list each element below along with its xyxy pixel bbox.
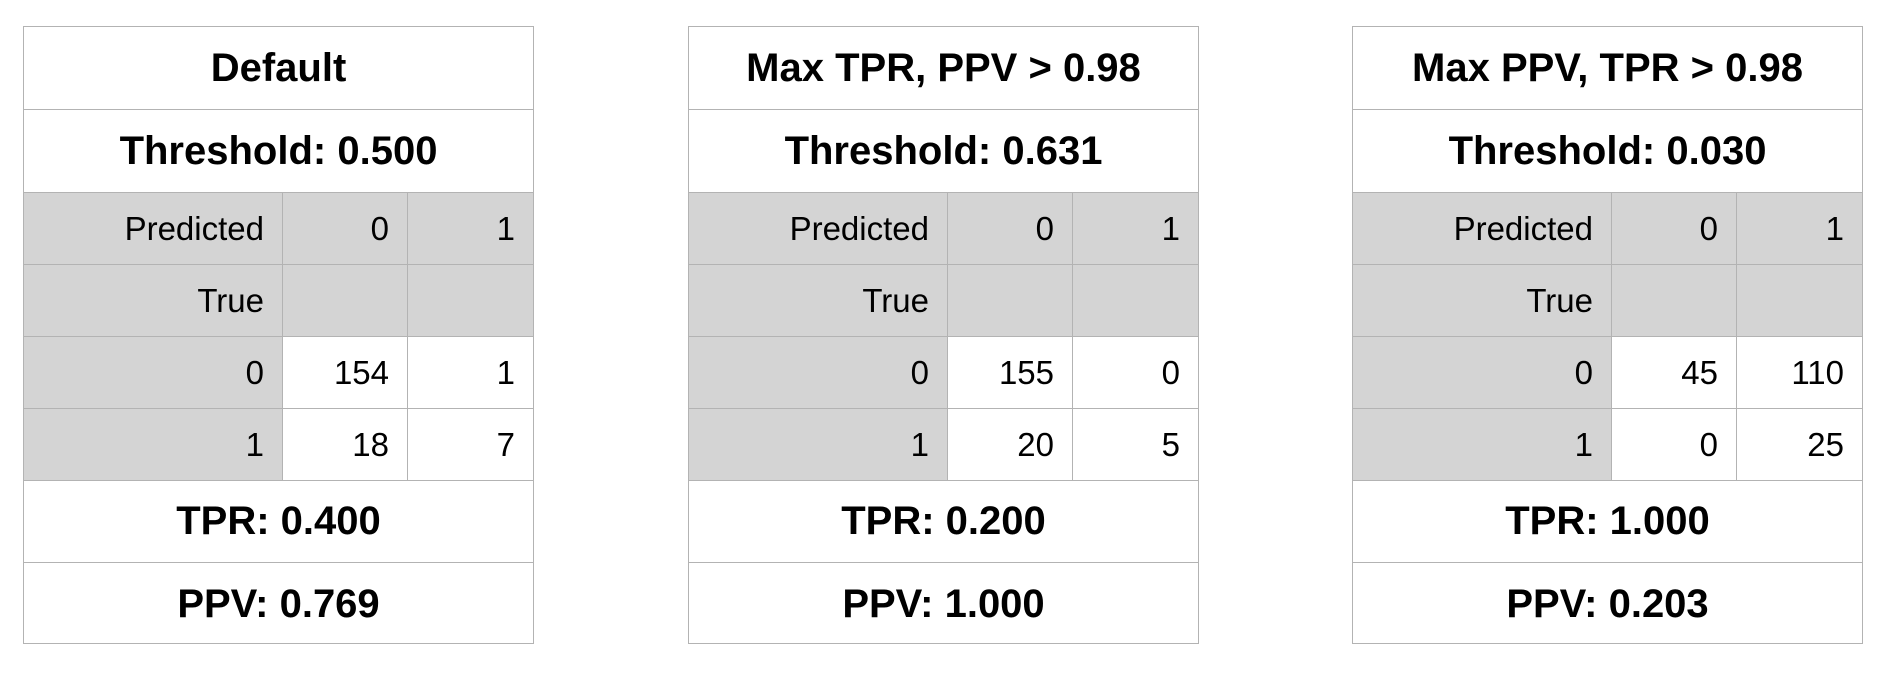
empty-cell [1737,265,1862,336]
predicted-col-0: 0 [283,193,408,264]
true-header-row: True [24,265,533,337]
true-row-label: 1 [24,409,283,480]
table-row: 1 0 25 [1353,409,1862,481]
confusion-matrix-panel-max-tpr: Max TPR, PPV > 0.98 Threshold: 0.631 Pre… [688,26,1199,644]
true-axis-label: True [24,265,283,336]
count-cell: 25 [1737,409,1862,480]
confusion-matrix-panel-max-ppv: Max PPV, TPR > 0.98 Threshold: 0.030 Pre… [1352,26,1863,644]
panel-title: Max PPV, TPR > 0.98 [1353,27,1862,110]
count-cell: 45 [1612,337,1737,408]
true-axis-label: True [689,265,948,336]
true-row-label: 0 [24,337,283,408]
count-cell: 154 [283,337,408,408]
predicted-header-row: Predicted 0 1 [689,193,1198,265]
ppv-label: PPV: 0.203 [1506,582,1709,626]
ppv-label: PPV: 1.000 [842,582,1045,626]
true-row-label: 0 [1353,337,1612,408]
table-row: 1 18 7 [24,409,533,481]
table-row: 1 20 5 [689,409,1198,481]
predicted-axis-label: Predicted [24,193,283,264]
true-header-row: True [1353,265,1862,337]
true-axis-label: True [1353,265,1612,336]
count-cell: 5 [1073,409,1198,480]
predicted-col-1: 1 [496,209,515,247]
threshold-label: Threshold: 0.030 [1353,110,1862,193]
empty-cell [1612,265,1737,336]
tpr-label: TPR: 0.200 [689,480,1198,563]
predicted-col-0: 0 [948,193,1073,264]
count-cell: 20 [948,409,1073,480]
count-cell: 0 [1612,409,1737,480]
table-row: 0 155 0 [689,337,1198,409]
predicted-header-row: Predicted 0 1 [1353,193,1862,265]
tpr-label: TPR: 0.400 [24,480,533,563]
predicted-axis-label: Predicted [1353,193,1612,264]
empty-cell [1073,265,1198,336]
predicted-col-0: 0 [1612,193,1737,264]
panel-title: Default [24,27,533,110]
count-cell: 1 [408,337,533,408]
table-row: 0 154 1 [24,337,533,409]
predicted-col-1: 1 [1825,209,1844,247]
empty-cell [283,265,408,336]
predicted-col-1: 1 [1161,209,1180,247]
true-row-label: 1 [1353,409,1612,480]
count-cell: 0 [1073,337,1198,408]
predicted-axis-label: Predicted [689,193,948,264]
true-header-row: True [689,265,1198,337]
threshold-label: Threshold: 0.500 [24,110,533,193]
tpr-label: TPR: 1.000 [1353,480,1862,563]
true-row-label: 0 [689,337,948,408]
confusion-matrix-panel-default: Default Threshold: 0.500 Predicted 0 1 T… [23,26,534,644]
empty-cell [408,265,533,336]
empty-cell [948,265,1073,336]
count-cell: 110 [1737,337,1862,408]
count-cell: 155 [948,337,1073,408]
panel-title: Max TPR, PPV > 0.98 [689,27,1198,110]
true-row-label: 1 [689,409,948,480]
threshold-label: Threshold: 0.631 [689,110,1198,193]
ppv-label: PPV: 0.769 [177,582,380,626]
count-cell: 18 [283,409,408,480]
table-row: 0 45 110 [1353,337,1862,409]
count-cell: 7 [408,409,533,480]
predicted-header-row: Predicted 0 1 [24,193,533,265]
